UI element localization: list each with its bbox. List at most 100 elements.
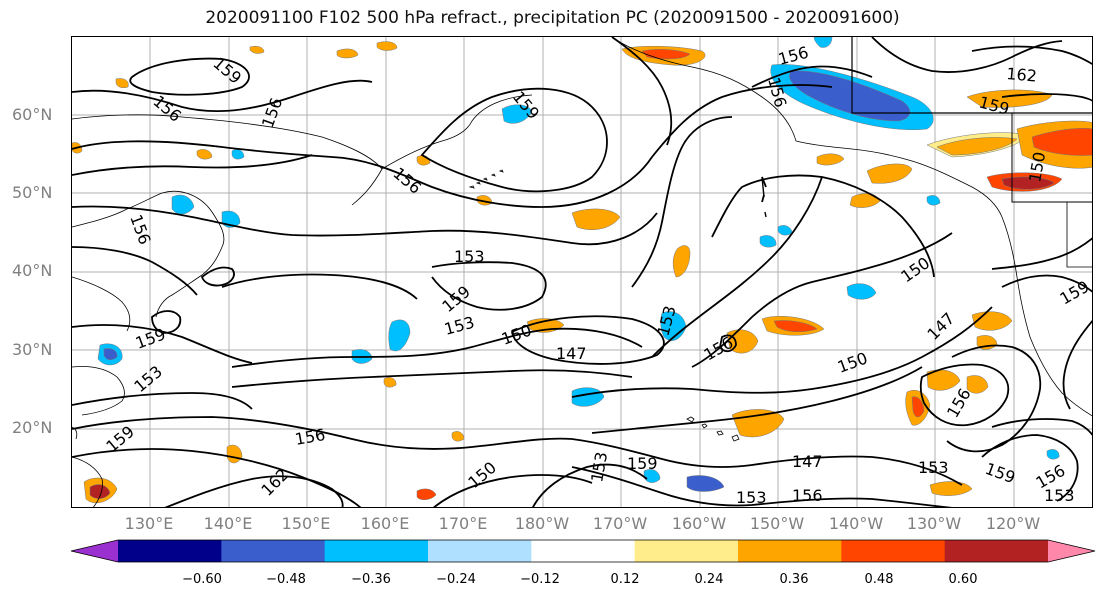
precip-patch: [196, 149, 213, 160]
contour-label: 153: [454, 247, 485, 266]
contour-line: [72, 448, 362, 507]
coastline-philippines: [72, 456, 103, 507]
colorbar-segment: [634, 540, 739, 562]
contour-line: [72, 416, 573, 450]
islands-aleutian: [468, 169, 504, 189]
contour-line: [72, 79, 373, 113]
contour-line: [231, 369, 633, 388]
contour-label: 156: [792, 486, 823, 505]
precip-patch: [451, 431, 465, 442]
contour-label: 156: [776, 43, 810, 69]
contour-line: [971, 45, 1092, 65]
precip-patch: [103, 348, 118, 360]
lat-label-40n: 40°N: [12, 261, 53, 280]
contour-line: [72, 84, 833, 208]
contour-label: 156: [293, 425, 326, 449]
precip-patch: [115, 78, 129, 89]
contour-line: [231, 327, 643, 368]
lon-label-140e: 140°E: [203, 514, 253, 533]
precip-patch: [686, 475, 725, 492]
colorbar-segment: [531, 540, 636, 562]
precip-patch: [388, 319, 411, 352]
contour-line: [420, 87, 608, 193]
lon-label-140w: 140°W: [828, 514, 884, 533]
contour-line: [151, 310, 182, 334]
contour-line: [919, 363, 1010, 427]
contour-line: [571, 466, 952, 507]
colorbar-tick-label: −0.48: [266, 572, 306, 587]
contour-label: 150: [835, 348, 870, 376]
precip-patch: [846, 283, 877, 300]
contour-line: [719, 334, 737, 353]
contour-label: 162: [1006, 64, 1038, 86]
coastline-korea: [72, 276, 131, 332]
colorbar-tick-label: −0.24: [436, 572, 476, 587]
contour-line: [72, 246, 198, 296]
map-svg: 159 156 156 159 156 156 162 159 156 153 …: [72, 37, 1092, 507]
lon-label-150e: 150°E: [281, 514, 331, 533]
precip-patch: [911, 396, 925, 418]
colorbar-segment: [428, 540, 532, 562]
contour-line: [1062, 319, 1092, 410]
precip-patch: [571, 387, 605, 407]
contour-label: 162: [257, 465, 292, 500]
precip-patch: [1031, 128, 1092, 156]
contour-label: 159: [627, 454, 658, 473]
colorbar-extend-min: [71, 540, 118, 562]
precip-patch: [89, 484, 111, 499]
precip-positive: [72, 41, 1092, 504]
contour-label: 159: [133, 324, 168, 352]
precip-patch: [501, 104, 533, 124]
precip-patch: [936, 137, 1018, 156]
coastline-alaska-west: [611, 37, 797, 142]
contour-label: 156: [258, 95, 286, 130]
coastline-alaska-south: [795, 140, 1003, 218]
contour-line: [981, 434, 1079, 502]
precip-patch: [226, 444, 243, 464]
contour-line: [991, 237, 1092, 270]
colorbar-tick-label: 0.36: [779, 572, 809, 587]
contour-line: [1001, 93, 1092, 102]
precip-patch: [376, 41, 398, 51]
lon-label-150w: 150°W: [749, 514, 805, 533]
refractivity-contours: [72, 37, 1092, 507]
contour-line: [433, 474, 593, 507]
precip-patch: [672, 245, 691, 278]
lat-label-20n: 20°N: [12, 418, 53, 437]
contour-line: [1001, 274, 1092, 293]
contour-label: 153: [130, 362, 166, 396]
map-panel: 159 156 156 159 156 156 162 159 156 153 …: [71, 36, 1093, 508]
colorbar-segment: [841, 540, 946, 562]
colorbar-segment: [944, 540, 1049, 562]
colorbar-segment: [324, 540, 429, 562]
lat-label-50n: 50°N: [12, 183, 53, 202]
map-inset-box: [851, 37, 1092, 114]
lon-label-160e: 160°E: [360, 514, 410, 533]
contour-line: [221, 273, 418, 300]
precip-patch: [929, 481, 973, 496]
coastline-north-america-west: [1001, 216, 1092, 417]
precip-patch: [416, 488, 437, 500]
precip-patch: [926, 195, 941, 206]
precip-patch: [171, 194, 195, 215]
contour-label: 150: [499, 320, 534, 348]
precip-patch: [777, 225, 793, 236]
contour-label: 147: [792, 452, 823, 471]
figure-title: 2020091100 F102 500 hPa refract., precip…: [205, 8, 900, 28]
contour-line: [571, 438, 963, 486]
colorbar-tick-label: −0.60: [182, 572, 222, 587]
contour-line: [431, 261, 547, 311]
colorbar-segment: [738, 540, 842, 562]
contour-line: [72, 205, 658, 246]
contour-line: [751, 65, 873, 88]
precip-patch: [641, 49, 691, 60]
contour-label: 159: [438, 282, 474, 316]
precip-patch: [249, 45, 265, 54]
contour-line: [72, 154, 313, 176]
coastline-taiwan: [72, 426, 78, 440]
lon-label-130e: 130°E: [124, 514, 174, 533]
contour-line: [651, 176, 823, 358]
contour-label: 153: [736, 488, 767, 507]
lon-label-160w: 160°W: [671, 514, 727, 533]
precip-patch: [966, 375, 989, 394]
